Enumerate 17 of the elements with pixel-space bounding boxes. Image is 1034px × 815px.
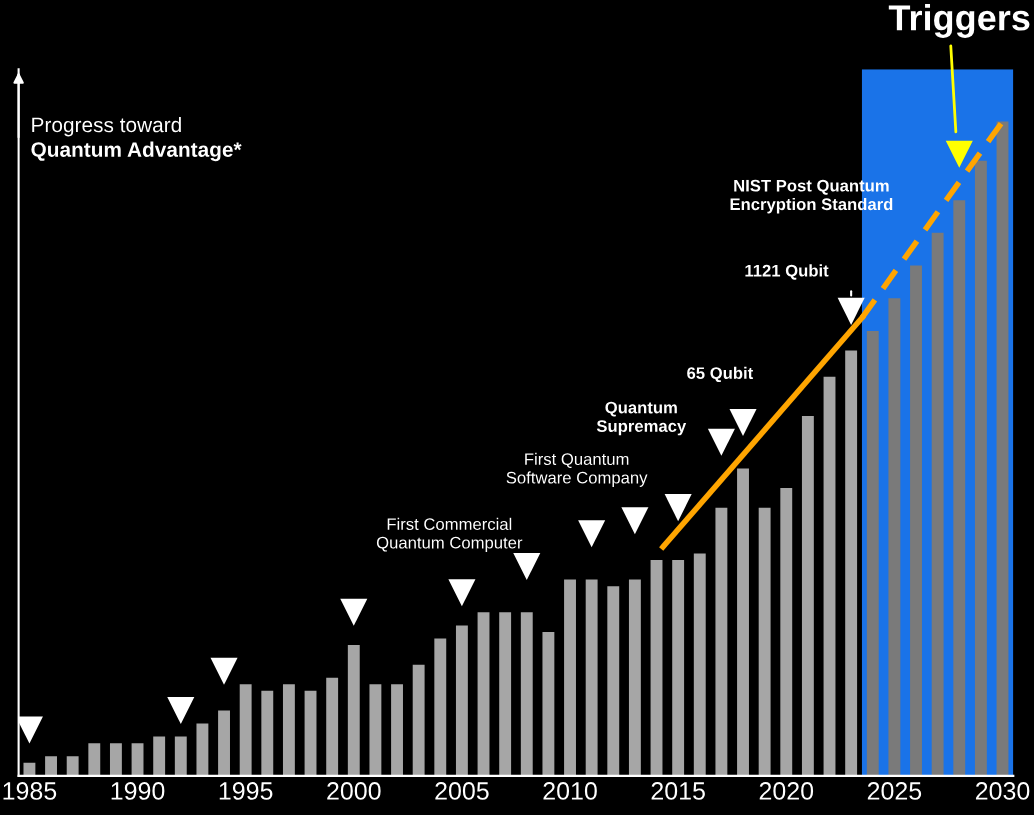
x-tick-label: 2030: [975, 782, 1030, 800]
annotation: First Quantum Software Company: [506, 452, 648, 487]
x-tick-label: 2025: [867, 782, 922, 800]
annotation: Quantum Supremacy: [596, 401, 687, 436]
x-tick-label: 2020: [759, 782, 814, 800]
x-tick-label: 2005: [435, 782, 489, 800]
annotation: 1121 Qubit: [745, 264, 829, 280]
annotation: First Commercial Quantum Computer: [376, 517, 523, 552]
x-tick-label: 2010: [543, 782, 597, 800]
y-axis-title: Progress toward Quantum Advantage*: [31, 116, 242, 162]
x-tick-label: 1985: [3, 782, 57, 800]
x-tick-label: 1995: [219, 782, 273, 800]
band-label: Triggers: [888, 4, 1030, 38]
x-tick-label: 1990: [111, 782, 165, 800]
annotation: 65 Qubit: [687, 366, 754, 383]
x-tick-label: 2015: [651, 782, 705, 800]
x-tick-label: 2000: [327, 782, 381, 800]
